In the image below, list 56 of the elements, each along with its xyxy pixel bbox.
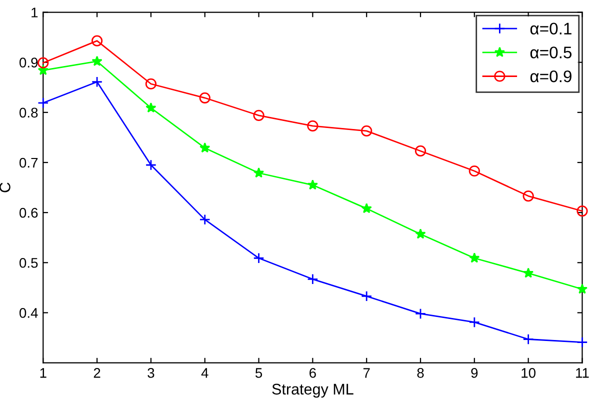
x-tick-label: 6 — [310, 368, 316, 378]
legend-label: α=0.1 — [530, 22, 572, 35]
point — [307, 274, 318, 285]
point — [469, 252, 480, 263]
point — [200, 142, 210, 153]
y-tick-label: 0.4 — [20, 308, 38, 318]
point — [361, 203, 372, 214]
point — [361, 290, 372, 302]
point — [38, 97, 49, 108]
x-tick-label: 4 — [201, 368, 208, 378]
point — [92, 56, 102, 66]
x-tick-label: 10 — [522, 368, 536, 378]
point — [414, 308, 426, 320]
point — [576, 206, 588, 217]
point — [576, 336, 588, 348]
x-tick-label: 1 — [40, 368, 46, 378]
x-tick-label: 5 — [255, 368, 262, 378]
x-tick-label: 7 — [363, 368, 370, 378]
point — [576, 284, 588, 294]
point — [38, 64, 48, 75]
point — [522, 334, 534, 345]
point — [38, 57, 49, 68]
point — [253, 110, 264, 121]
y-tick-label: 0.8 — [20, 108, 38, 118]
point — [253, 252, 264, 264]
legend-label: α=0.5 — [530, 46, 572, 58]
point — [199, 92, 210, 104]
y-tick-label: 1 — [32, 8, 38, 18]
point — [522, 190, 534, 202]
point — [307, 120, 318, 132]
x-tick-label: 3 — [148, 368, 154, 378]
y-tick-label: 0.9 — [20, 58, 38, 68]
point — [146, 102, 156, 113]
point — [145, 159, 157, 171]
x-tick-label: 8 — [417, 368, 424, 378]
y-tick-label: 0.6 — [20, 208, 38, 218]
point — [253, 167, 264, 178]
point — [523, 268, 534, 278]
point — [414, 145, 426, 157]
point — [468, 165, 480, 177]
point — [91, 76, 103, 88]
x-tick-label: 9 — [471, 368, 478, 378]
point — [145, 78, 157, 90]
y-tick-label: 0.5 — [20, 258, 38, 268]
point — [415, 228, 426, 239]
point — [91, 35, 103, 46]
legend-label: α=0.9 — [530, 70, 572, 82]
x-axis-title: Strategy ML — [272, 384, 354, 398]
x-tick-label: 11 — [576, 368, 589, 378]
y-tick-label: 0.7 — [20, 158, 38, 168]
point — [361, 125, 372, 136]
point — [307, 179, 318, 190]
x-tick-label: 2 — [94, 368, 100, 378]
point — [199, 214, 210, 226]
y-axis-title: C — [0, 182, 10, 192]
point — [468, 316, 480, 328]
